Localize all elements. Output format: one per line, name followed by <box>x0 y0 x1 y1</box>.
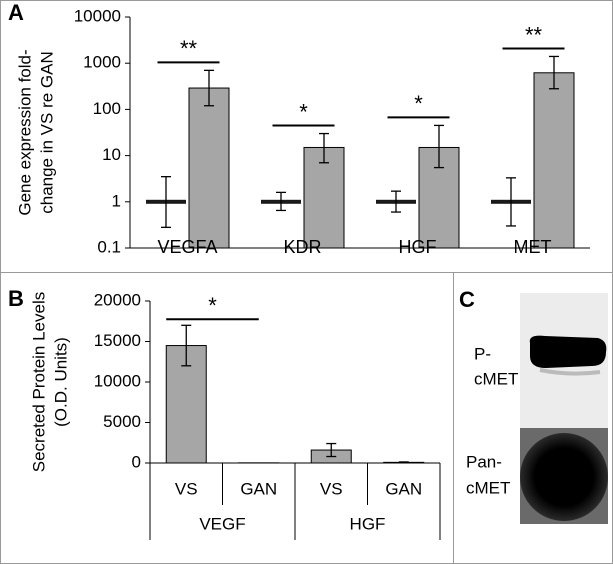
error-bar <box>506 177 516 227</box>
x-tick-label: GAN <box>240 479 277 498</box>
y-axis-label: change in VS re GAN <box>37 51 56 214</box>
error-bar <box>204 69 214 107</box>
error-bar <box>398 461 409 464</box>
y-axis-label: (O.D. Units) <box>51 337 70 427</box>
blot-label: cMET <box>474 369 518 388</box>
x-tick-label: MET <box>514 237 552 257</box>
bar <box>188 87 230 249</box>
significance-label: * <box>414 91 423 116</box>
error-bar <box>434 124 444 169</box>
x-tick-label: HGF <box>399 237 437 257</box>
y-tick-label: 15000 <box>94 331 141 350</box>
panel-b-frame <box>0 272 454 564</box>
bar <box>533 72 575 249</box>
significance-label: ** <box>180 36 198 61</box>
y-tick-label: 0.1 <box>97 237 121 256</box>
y-axis-label: Gene expression fold- <box>15 49 34 215</box>
x-tick-label: VEGFA <box>157 237 217 257</box>
y-tick-label: 10000 <box>94 371 141 390</box>
error-bar <box>181 324 192 367</box>
y-tick-label: 1 <box>112 191 121 210</box>
significance-label: * <box>299 99 308 124</box>
bar <box>303 146 345 249</box>
y-tick-label: 5000 <box>103 412 141 431</box>
error-bar <box>391 190 401 213</box>
error-bar <box>161 176 171 228</box>
error-bar <box>326 442 337 458</box>
blot-label: cMET <box>466 478 510 497</box>
error-bar <box>319 132 329 164</box>
x-tick-label: GAN <box>385 479 422 498</box>
y-axis-label: Secreted Protein Levels <box>29 292 48 473</box>
x-tick-label: VS <box>320 479 343 498</box>
group-label: HGF <box>350 514 386 533</box>
error-bar <box>549 55 559 90</box>
western-blot <box>520 293 608 524</box>
y-tick-label: 10 <box>102 145 121 164</box>
blot-label: Pan- <box>466 452 502 471</box>
significance-label: * <box>208 293 217 318</box>
group-label: VEGF <box>199 514 245 533</box>
panel-label: B <box>8 286 24 311</box>
panel-label: C <box>459 287 475 312</box>
y-tick-label: 0 <box>132 452 141 471</box>
panel-label: A <box>8 0 24 25</box>
y-tick-label: 100 <box>93 99 121 118</box>
error-bar <box>276 191 286 212</box>
blot-label: P- <box>474 344 491 363</box>
x-tick-label: KDR <box>283 237 321 257</box>
significance-label: ** <box>525 22 543 47</box>
x-tick-label: VS <box>175 479 198 498</box>
y-tick-label: 20000 <box>94 290 141 309</box>
y-tick-label: 1000 <box>83 53 121 72</box>
y-tick-label: 10000 <box>74 6 121 25</box>
